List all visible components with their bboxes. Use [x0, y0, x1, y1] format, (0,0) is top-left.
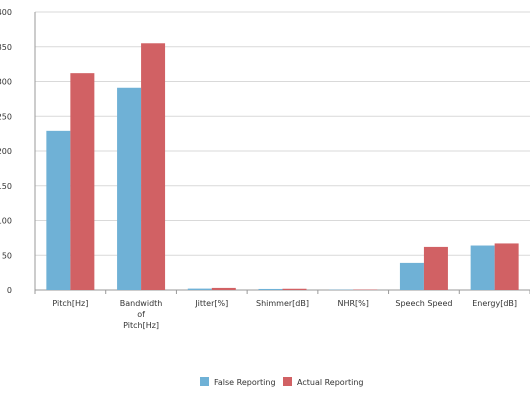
y-tick-label: 200	[0, 147, 12, 156]
bar-actual-reporting	[283, 289, 307, 290]
x-category-label-line: Bandwidth	[120, 299, 163, 308]
y-tick-label: 250	[0, 112, 12, 121]
x-category-label-line: NHR[%]	[338, 299, 369, 308]
x-category-label: Speech Speed	[395, 299, 452, 308]
y-axis: 0 50 100 150 200 250 300 350 400	[0, 8, 35, 295]
bar-false-reporting	[46, 131, 70, 290]
grid-lines	[35, 12, 530, 290]
x-category-label-line: Energy[dB]	[472, 299, 517, 308]
x-category-label-line: Jitter[%]	[194, 299, 228, 308]
x-category-label: Shimmer[dB]	[256, 299, 309, 308]
x-category-label-line: Speech Speed	[395, 299, 452, 308]
y-tick-label: 400	[0, 8, 12, 17]
x-category-label-line: Pitch[Hz]	[123, 321, 159, 330]
y-tick-label: 350	[0, 43, 12, 52]
y-tick-label: 0	[7, 286, 12, 295]
y-tick-label: 100	[0, 217, 12, 226]
bar-false-reporting	[188, 289, 212, 290]
x-category-label-line: Pitch[Hz]	[52, 299, 88, 308]
legend-label: Actual Reporting	[297, 378, 364, 387]
x-category-label: Pitch[Hz]	[52, 299, 88, 308]
bar-false-reporting	[471, 246, 495, 290]
bar-actual-reporting	[141, 43, 165, 290]
bar-actual-reporting	[424, 247, 448, 290]
bar-false-reporting	[259, 289, 283, 290]
legend-swatch	[200, 377, 209, 386]
x-category-label: NHR[%]	[338, 299, 369, 308]
y-tick-label: 50	[2, 251, 12, 260]
legend: False Reporting Actual Reporting	[200, 377, 364, 387]
bars	[46, 43, 518, 290]
x-category-label-line: of	[137, 310, 145, 319]
bar-false-reporting	[117, 88, 141, 290]
legend-swatch	[283, 377, 292, 386]
x-category-label: Bandwidth of Pitch[Hz]	[120, 299, 163, 330]
bar-actual-reporting	[212, 288, 236, 290]
legend-label: False Reporting	[214, 378, 276, 387]
x-category-label-line: Shimmer[dB]	[256, 299, 309, 308]
y-tick-label: 300	[0, 78, 12, 87]
bar-actual-reporting	[70, 73, 94, 290]
bar-actual-reporting	[495, 243, 519, 290]
bar-false-reporting	[400, 263, 424, 290]
x-axis: Pitch[Hz] Bandwidth of Pitch[Hz] Jitter[%] Sh…	[35, 290, 530, 330]
x-category-label: Jitter[%]	[194, 299, 228, 308]
y-tick-label: 150	[0, 182, 12, 191]
x-category-label: Energy[dB]	[472, 299, 517, 308]
